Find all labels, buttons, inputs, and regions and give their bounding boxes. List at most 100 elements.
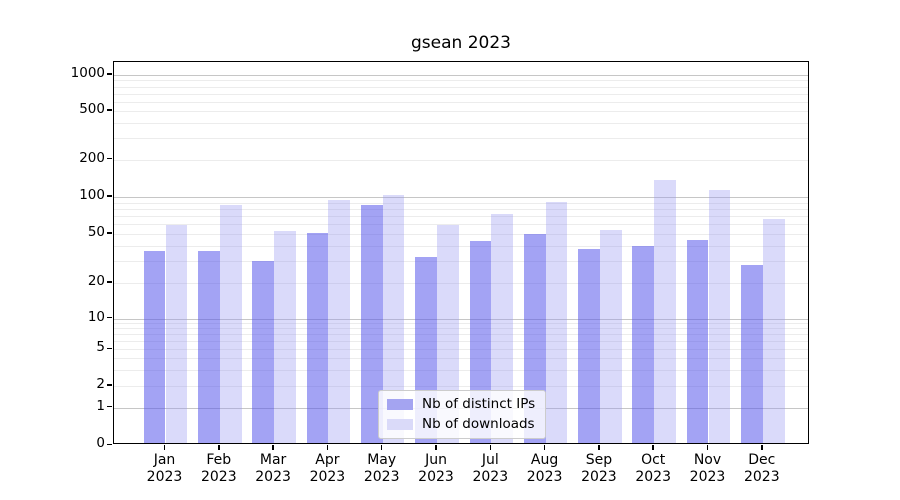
legend-swatch-distinct-ips (387, 398, 413, 410)
bar-distinct-ips-dec (741, 264, 763, 443)
bar-downloads-nov (708, 189, 731, 443)
x-tick-mark (652, 444, 654, 450)
gridline-minor (114, 208, 808, 210)
y-tick-mark (107, 281, 112, 283)
x-tick-mark (435, 444, 437, 450)
plot-area (113, 61, 809, 444)
x-tick-label: Oct 2023 (635, 452, 671, 485)
gridline-minor (114, 283, 808, 284)
gridline-minor (114, 323, 808, 325)
gridline-minor (114, 349, 808, 351)
y-tick-mark (107, 109, 112, 111)
gridline-minor (114, 245, 808, 247)
bar-downloads-apr (328, 200, 351, 443)
bar-downloads-aug (545, 202, 568, 443)
y-tick-mark (107, 384, 112, 386)
bar-downloads-feb (219, 205, 242, 443)
chart-title: gsean 2023 (411, 33, 511, 53)
gridline-minor (114, 334, 808, 336)
y-tick-label: 100 (79, 187, 105, 203)
x-tick-mark (598, 444, 600, 450)
gridline-minor (114, 202, 808, 204)
y-tick-mark (107, 73, 112, 75)
bar-distinct-ips-may (360, 205, 383, 443)
legend-label: Nb of distinct IPs (422, 396, 536, 412)
y-tick-label: 50 (87, 224, 105, 240)
gridline-minor (114, 122, 808, 124)
bar-downloads-dec (762, 218, 785, 443)
x-tick-label: Nov 2023 (689, 452, 726, 485)
y-tick-mark (107, 316, 112, 319)
gridline-minor (114, 341, 808, 343)
gridline-major (114, 318, 808, 320)
y-tick-label: 2 (96, 376, 105, 392)
bar-distinct-ips-mar (252, 260, 275, 443)
x-tick-mark (761, 444, 763, 450)
y-tick-mark (107, 405, 112, 408)
bar-downloads-sep (599, 229, 622, 443)
x-tick-label: Feb 2023 (200, 452, 237, 485)
y-tick-mark (107, 347, 112, 350)
x-tick-mark (218, 444, 220, 450)
gridline-minor (114, 138, 808, 140)
legend: Nb of distinct IPs Nb of downloads (378, 390, 547, 439)
y-tick-label: 20 (87, 273, 105, 289)
gridline-minor (114, 358, 808, 360)
y-tick-label: 0 (96, 435, 105, 452)
bar-downloads-jul (491, 213, 514, 443)
y-tick-label: 1 (96, 397, 105, 414)
y-tick-label: 200 (79, 149, 105, 166)
x-tick-label: Dec 2023 (743, 452, 780, 485)
gridline-minor (114, 328, 808, 330)
legend-row: Nb of downloads (387, 416, 535, 432)
bar-downloads-jan (165, 224, 188, 443)
x-tick-label: Aug 2023 (526, 452, 563, 485)
x-tick-mark (326, 444, 329, 450)
gridline-minor (114, 386, 808, 387)
x-tick-mark (489, 444, 492, 450)
gridline-minor (114, 216, 808, 218)
y-tick-label: 10 (87, 308, 105, 325)
bar-distinct-ips-jan (143, 250, 166, 443)
gridline-major (114, 75, 808, 76)
x-tick-label: Jun 2023 (418, 452, 454, 485)
bar-distinct-ips-apr (306, 232, 329, 443)
y-tick-label: 500 (79, 101, 105, 117)
x-tick-label: Apr 2023 (309, 452, 346, 485)
gridline-minor (114, 234, 808, 235)
bar-downloads-may (382, 194, 405, 443)
gridline-minor (114, 224, 808, 226)
gridline-minor (114, 86, 808, 88)
x-tick-label: Sep 2023 (581, 452, 617, 485)
bar-downloads-oct (654, 179, 676, 443)
legend-swatch-downloads (387, 418, 413, 430)
y-tick-mark (107, 195, 112, 197)
y-tick-mark (107, 157, 112, 160)
bar-distinct-ips-oct (632, 246, 655, 443)
y-tick-label: 1000 (70, 65, 105, 81)
gridline-minor (114, 111, 808, 112)
x-tick-mark (163, 444, 166, 450)
gridline-minor (114, 159, 808, 161)
x-tick-mark (543, 444, 546, 450)
x-tick-label: Jul 2023 (472, 452, 509, 485)
bar-distinct-ips-feb (198, 250, 220, 443)
gridline-minor (114, 101, 808, 103)
gridline-minor (114, 369, 808, 371)
gridline-minor (114, 261, 808, 263)
x-tick-mark (706, 444, 709, 450)
gridline-major (114, 197, 808, 198)
y-tick-mark (107, 443, 112, 446)
y-tick-label: 5 (96, 339, 105, 356)
gridline-minor (114, 93, 808, 95)
x-tick-mark (272, 444, 274, 450)
bar-distinct-ips-nov (686, 239, 709, 443)
bar-distinct-ips-sep (578, 249, 600, 443)
x-tick-label: May 2023 (363, 452, 400, 485)
bar-downloads-jun (437, 224, 459, 443)
bar-downloads-mar (274, 230, 296, 443)
x-tick-label: Jan 2023 (146, 452, 183, 485)
x-tick-label: Mar 2023 (255, 452, 291, 485)
y-tick-mark (107, 232, 112, 234)
